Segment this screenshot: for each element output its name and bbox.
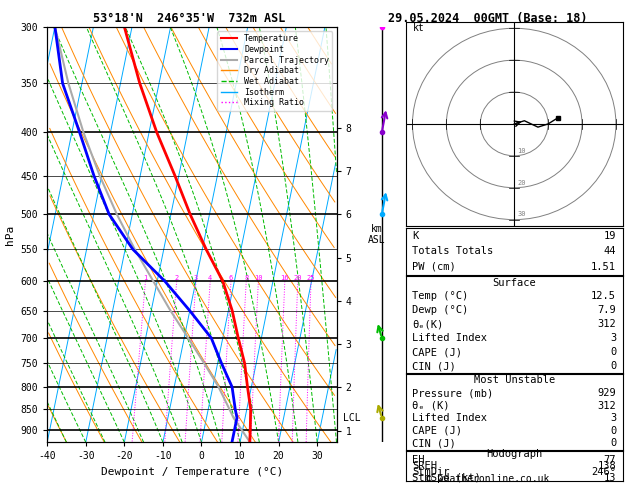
Text: 3: 3 [610,413,616,423]
Text: kt: kt [413,23,424,34]
Text: 44: 44 [604,246,616,256]
Text: © weatheronline.co.uk: © weatheronline.co.uk [426,473,549,484]
Text: 6: 6 [229,275,233,281]
Text: 25: 25 [307,275,315,281]
Text: K: K [412,231,418,241]
Text: 20: 20 [518,179,526,186]
Text: 0: 0 [610,347,616,357]
Text: θₑ(K): θₑ(K) [412,319,443,330]
Text: LCL: LCL [343,413,361,423]
Text: Hodograph: Hodograph [486,449,542,459]
Text: CIN (J): CIN (J) [412,361,456,371]
Text: 20: 20 [294,275,302,281]
Text: 4: 4 [208,275,213,281]
Text: θₑ (K): θₑ (K) [412,400,450,411]
Text: Pressure (mb): Pressure (mb) [412,388,494,398]
Text: 1.51: 1.51 [591,262,616,272]
Text: 7.9: 7.9 [598,305,616,315]
Text: Dewp (°C): Dewp (°C) [412,305,469,315]
Text: 10: 10 [518,148,526,154]
Text: CAPE (J): CAPE (J) [412,347,462,357]
Text: 3: 3 [194,275,198,281]
Text: 138: 138 [598,461,616,471]
Text: 53°18'N  246°35'W  732m ASL: 53°18'N 246°35'W 732m ASL [92,12,285,25]
Text: 3: 3 [610,333,616,344]
Text: StmSpd (kt): StmSpd (kt) [412,473,481,483]
Text: 0: 0 [610,438,616,448]
Text: Lifted Index: Lifted Index [412,413,487,423]
Text: 8: 8 [244,275,248,281]
Text: 246°: 246° [591,467,616,477]
Text: Lifted Index: Lifted Index [412,333,487,344]
Text: 312: 312 [598,319,616,330]
Text: 16: 16 [281,275,289,281]
Text: StmDir: StmDir [412,467,450,477]
Text: Most Unstable: Most Unstable [474,376,555,385]
Text: 77: 77 [604,455,616,465]
X-axis label: Dewpoint / Temperature (°C): Dewpoint / Temperature (°C) [101,467,283,477]
Text: EH: EH [412,455,425,465]
Legend: Temperature, Dewpoint, Parcel Trajectory, Dry Adiabat, Wet Adiabat, Isotherm, Mi: Temperature, Dewpoint, Parcel Trajectory… [218,31,332,110]
Text: 13: 13 [604,473,616,483]
Text: CIN (J): CIN (J) [412,438,456,448]
Text: Totals Totals: Totals Totals [412,246,494,256]
Y-axis label: km
ASL: km ASL [367,224,385,245]
Text: 2: 2 [174,275,179,281]
Text: 19: 19 [604,231,616,241]
Text: 0: 0 [610,426,616,436]
Text: 30: 30 [518,211,526,217]
Text: 1: 1 [143,275,148,281]
Text: Temp (°C): Temp (°C) [412,292,469,301]
Text: SREH: SREH [412,461,437,471]
Text: PW (cm): PW (cm) [412,262,456,272]
Text: 29.05.2024  00GMT (Base: 18): 29.05.2024 00GMT (Base: 18) [387,12,587,25]
Y-axis label: hPa: hPa [5,225,15,244]
Text: 10: 10 [254,275,263,281]
Text: 12.5: 12.5 [591,292,616,301]
Text: Surface: Surface [493,278,536,288]
Text: CAPE (J): CAPE (J) [412,426,462,436]
Text: 929: 929 [598,388,616,398]
Text: 0: 0 [610,361,616,371]
Text: 312: 312 [598,400,616,411]
